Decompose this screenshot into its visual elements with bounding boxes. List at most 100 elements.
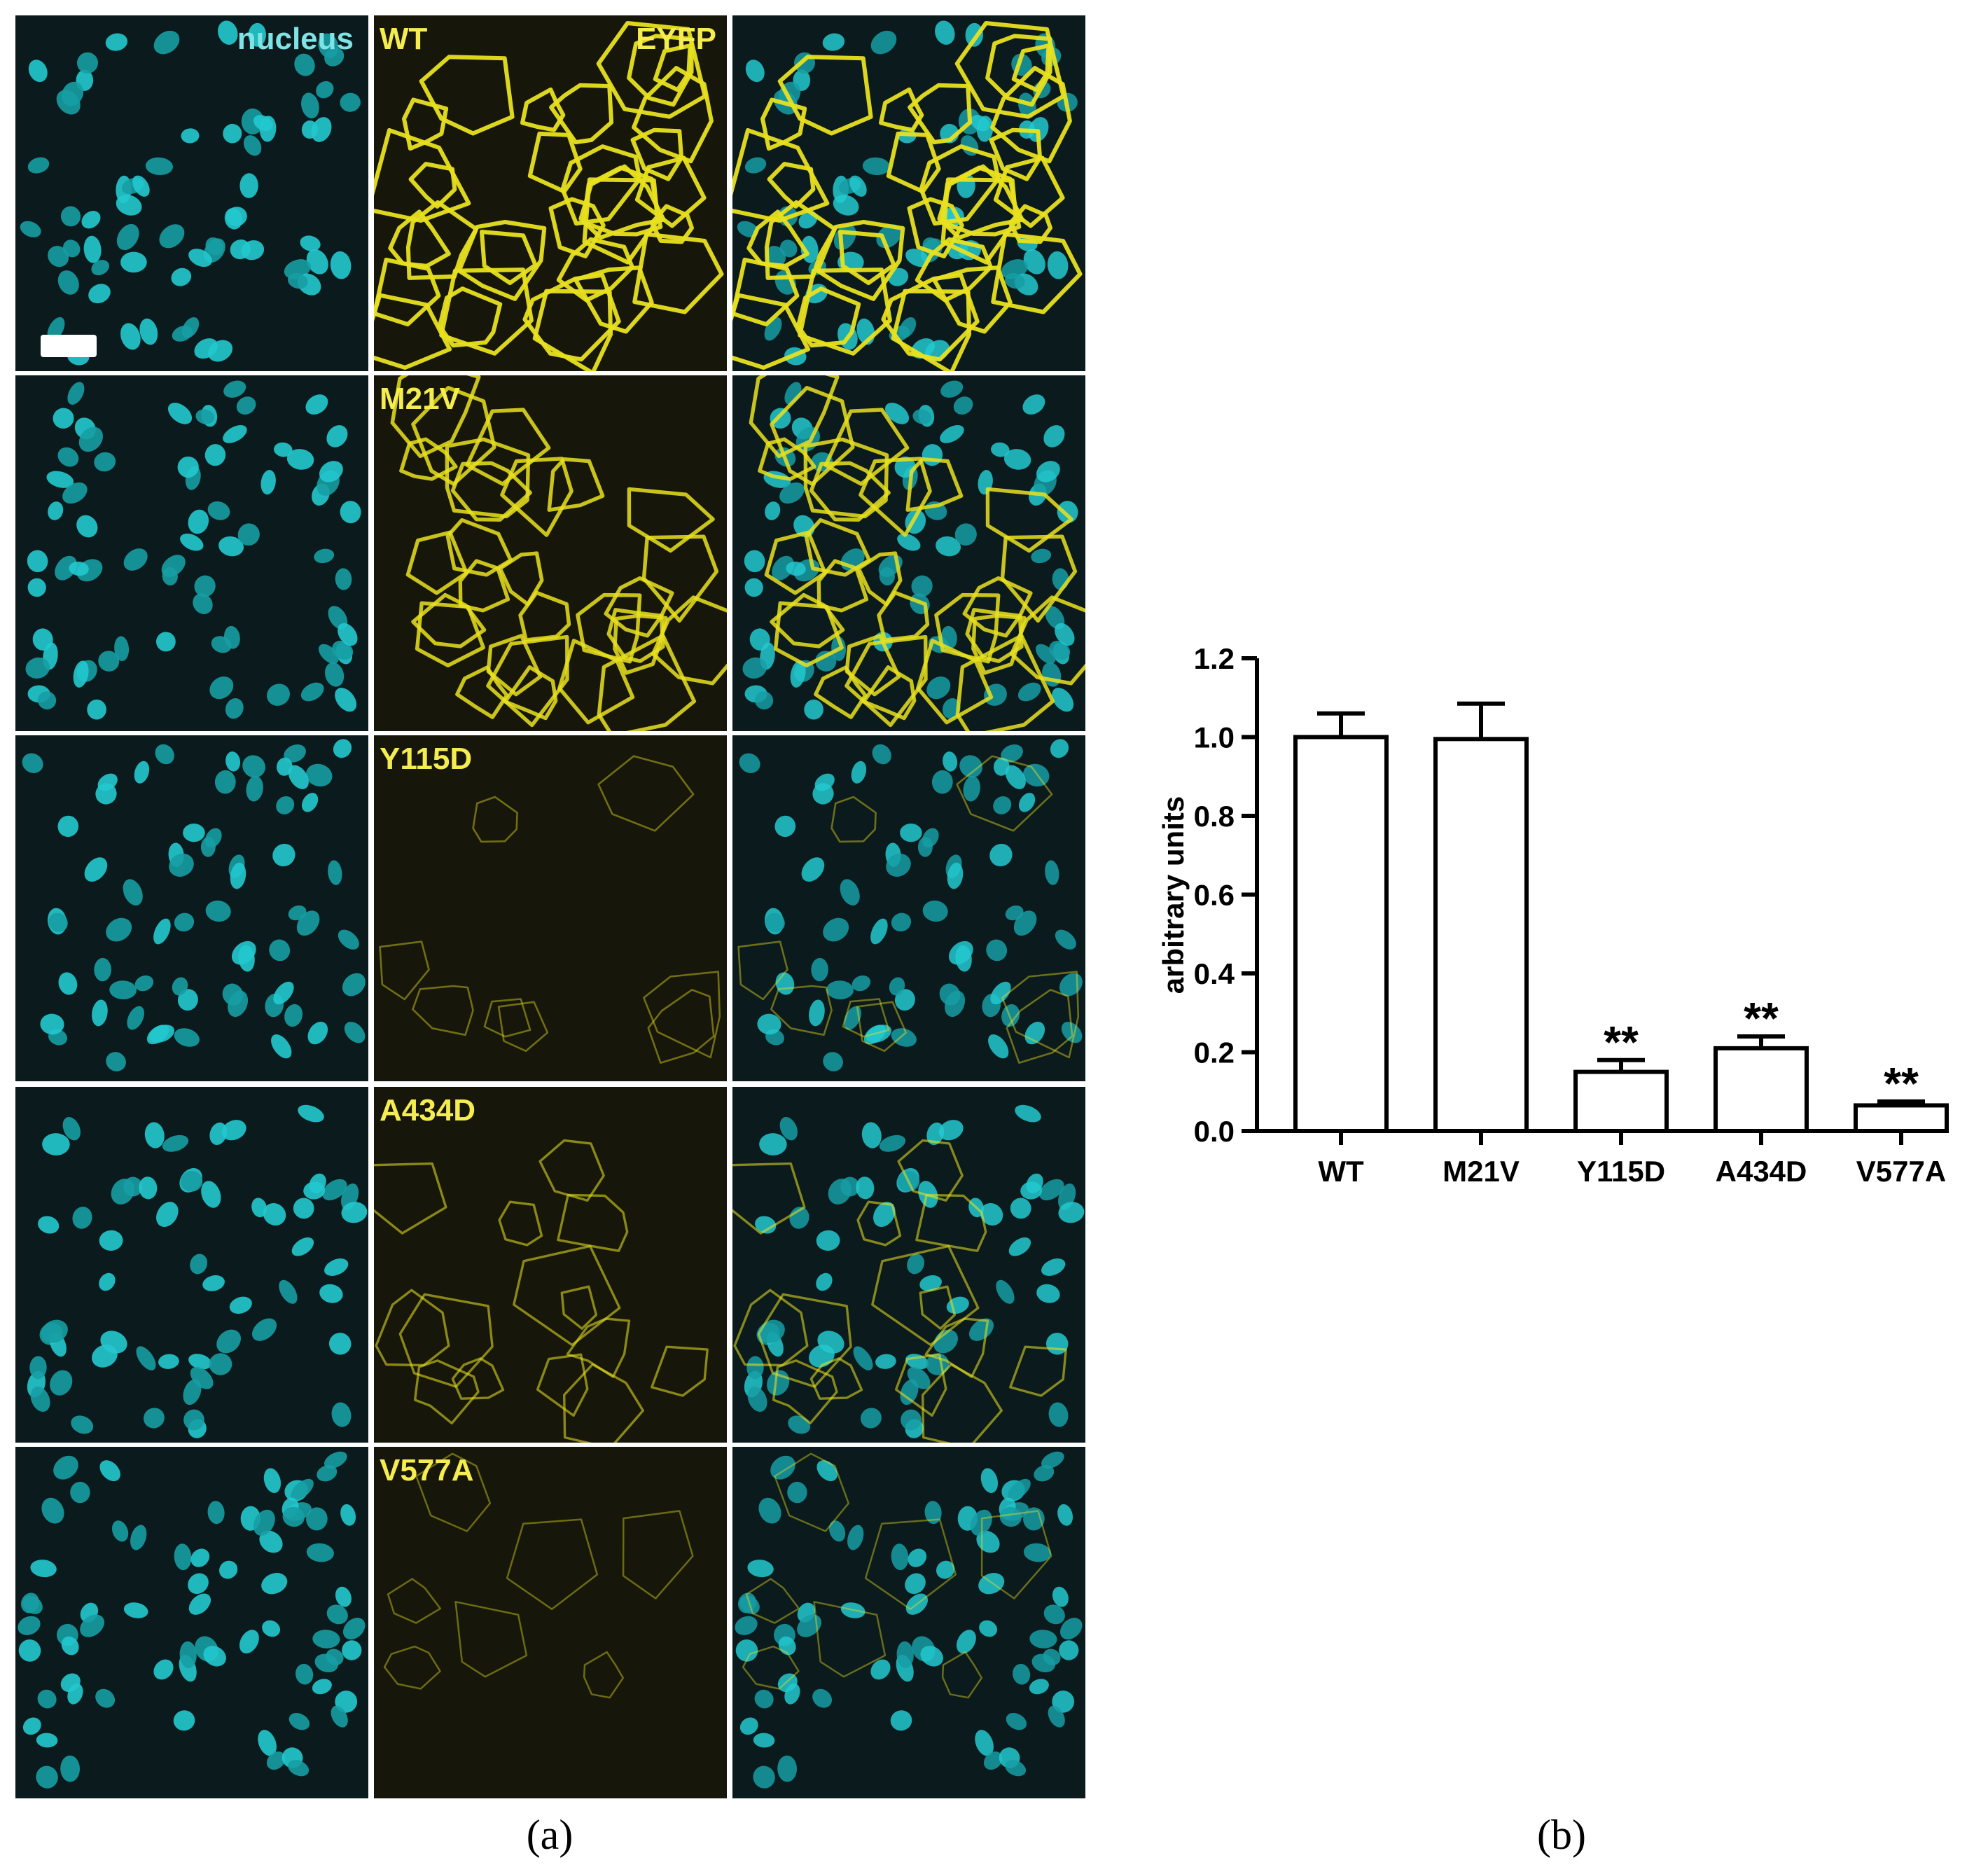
nucleus-blob [1059, 1640, 1079, 1660]
membrane-outline [486, 634, 569, 728]
nucleus-blob [341, 1202, 368, 1223]
membrane-outline [760, 97, 807, 151]
membrane-outline [563, 1363, 644, 1443]
nucleus-blob [73, 660, 89, 688]
nucleus-blob [205, 237, 223, 256]
nucleus-blob [228, 990, 249, 1018]
nucleus-blob [1043, 425, 1065, 447]
nucleus-blob [262, 1620, 281, 1637]
nucleus-blob [784, 1683, 800, 1705]
membrane-outline [549, 83, 614, 145]
nucleus-blob [1059, 1618, 1083, 1640]
nucleus-blob [81, 211, 101, 229]
nucleus-blob [1041, 1451, 1064, 1469]
nucleus-blob [891, 1543, 909, 1571]
membrane-outline [538, 1139, 605, 1202]
nucleus-blob [60, 1755, 81, 1782]
membrane-outline [742, 1645, 800, 1690]
nucleus-blob [326, 1604, 348, 1625]
microscopy-grid [15, 15, 1085, 1798]
nucleus-blob [181, 128, 200, 144]
nucleus-blob [174, 1543, 192, 1571]
nucleus-blob [99, 1272, 116, 1291]
nucleus-blob [333, 739, 352, 758]
nucleus-blob [183, 1379, 202, 1406]
nucleus-blob [231, 941, 256, 965]
nucleus-blob [894, 989, 915, 1011]
micro-tile-r2-c1 [15, 375, 368, 731]
membrane-outline [985, 487, 1073, 553]
micro-tile-background [374, 375, 727, 731]
nucleus-blob [759, 1133, 787, 1155]
nucleus-blob [1035, 644, 1056, 664]
nucleus-blob [301, 92, 319, 119]
nucleus-blob [146, 1025, 169, 1045]
micro-tile-r1-c1 [15, 15, 368, 371]
nucleus-blob [954, 523, 977, 546]
nucleus-blob [986, 939, 1008, 962]
membrane-outline [877, 590, 930, 642]
nucleus-blob [735, 1639, 758, 1662]
nucleus-blob [28, 60, 48, 83]
nucleus-blob [41, 1497, 64, 1524]
nucleus-blob [953, 396, 973, 415]
nucleus-blob [67, 1683, 83, 1705]
nucleus-blob [38, 1216, 60, 1234]
nucleus-blob [88, 284, 111, 304]
nucleus-blob [18, 1639, 41, 1662]
nucleus-blob [924, 1501, 942, 1525]
nucleus-blob [267, 683, 290, 706]
nucleus-blob [863, 1025, 886, 1045]
nucleus-blob [911, 575, 933, 597]
nucleus-blob [251, 1198, 267, 1218]
nucleus-blob [1024, 1021, 1045, 1045]
nucleus-blob [811, 957, 828, 982]
membrane-outline [445, 437, 531, 519]
nucleus-blob [134, 975, 154, 992]
membrane-outline [733, 1289, 809, 1367]
membrane-outline [985, 34, 1052, 107]
membrane-outline [954, 21, 1066, 119]
nucleus-blob [153, 918, 171, 945]
nucleus-blob [136, 1346, 156, 1370]
membrane-outline [437, 286, 503, 348]
nucleus-blob [195, 409, 214, 424]
nucleus-blob [978, 1573, 1005, 1595]
nucleus-blob [324, 1258, 349, 1276]
nucleus-blob [76, 52, 99, 74]
nucleus-blob [36, 1765, 58, 1789]
membrane-outline [506, 1518, 599, 1611]
nucleus-blob [1004, 272, 1025, 289]
nucleus-blob [319, 1284, 343, 1303]
nucleus-blob [844, 1006, 862, 1030]
membrane-outline [838, 230, 896, 286]
membrane-outline [547, 457, 605, 512]
caption-a-text: (a) [527, 1812, 574, 1858]
nucleus-blob [183, 824, 205, 842]
nucleus-blob [739, 1595, 760, 1614]
nucleus-blob [272, 843, 296, 867]
membrane-outline [454, 1601, 528, 1678]
nucleus-blob [765, 246, 786, 268]
scale-bar [41, 335, 97, 357]
micro-tile-r5-c2 [374, 1447, 727, 1798]
nucleus-blob [1039, 1179, 1064, 1201]
nucleus-blob [18, 1616, 41, 1635]
nucleus-blob [203, 1646, 226, 1667]
nucleus-blob [920, 1646, 943, 1667]
nucleus-blob [753, 1765, 775, 1789]
membrane-outline [989, 127, 1043, 181]
membrane-outline [956, 755, 1053, 832]
nucleus-blob [279, 1279, 298, 1304]
nucleus-blob [209, 676, 234, 700]
nucleus-blob [907, 1254, 925, 1275]
micro-tile-r2-c3 [732, 375, 1085, 731]
nucleus-blob [94, 957, 111, 982]
membrane-outline [597, 634, 697, 731]
nucleus-blob [284, 744, 306, 763]
nucleus-blob [754, 691, 774, 710]
membrane-outline [379, 941, 430, 1001]
nucleus-blob [174, 1028, 200, 1047]
nucleus-blob [340, 92, 361, 112]
membrane-outline [962, 576, 1033, 638]
